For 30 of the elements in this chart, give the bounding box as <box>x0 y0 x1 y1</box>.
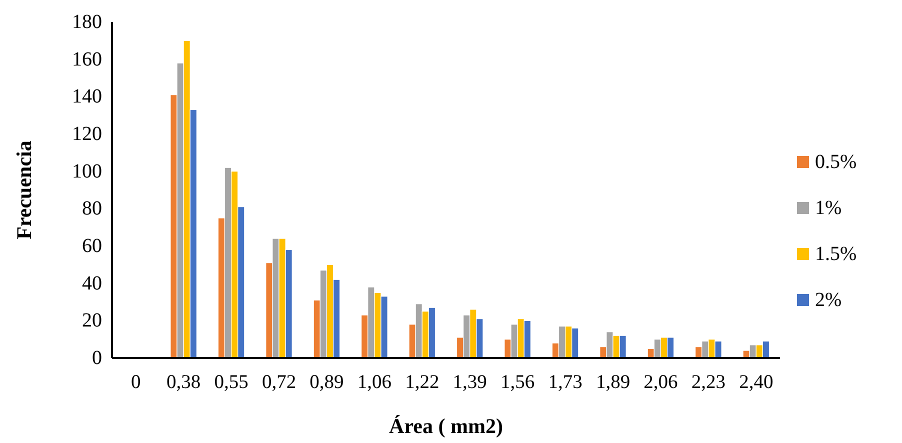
legend-label: 2% <box>815 289 842 311</box>
y-tick-label: 140 <box>72 86 102 108</box>
x-tick-label: 0 <box>130 372 141 393</box>
y-tick-label: 0 <box>92 347 102 369</box>
legend-label: 1% <box>815 197 842 219</box>
x-tick-label: 0,89 <box>310 372 344 393</box>
x-tick-label: 1,89 <box>596 372 630 393</box>
y-tick-label: 160 <box>72 48 102 70</box>
x-tick-label: 2,06 <box>644 372 678 393</box>
y-tick-label: 20 <box>82 310 102 332</box>
legend-label: 0.5% <box>815 151 857 173</box>
x-tick-label: 1,39 <box>452 372 487 393</box>
legend-label: 1.5% <box>815 243 857 265</box>
x-tick-label: 1,73 <box>548 372 582 393</box>
y-tick-label: 60 <box>82 235 102 257</box>
y-tick-label: 120 <box>72 123 102 145</box>
y-tick-label: 100 <box>72 160 102 182</box>
x-tick-label: 0,38 <box>166 372 201 393</box>
x-tick-label: 2,40 <box>739 372 774 393</box>
y-tick-label: 40 <box>82 272 102 294</box>
y-axis-title: Frecuencia <box>12 140 36 240</box>
x-tick-label: 1,22 <box>405 372 440 393</box>
x-tick-label: 0,72 <box>262 372 296 393</box>
x-tick-label: 2,23 <box>691 372 726 393</box>
x-axis-title: Área ( mm2) <box>389 414 503 438</box>
x-tick-label: 1,06 <box>357 372 392 393</box>
x-tick-label: 0,55 <box>214 372 248 393</box>
y-tick-label: 80 <box>82 198 102 220</box>
y-tick-label: 180 <box>72 11 102 33</box>
x-tick-label: 1,56 <box>500 372 535 393</box>
